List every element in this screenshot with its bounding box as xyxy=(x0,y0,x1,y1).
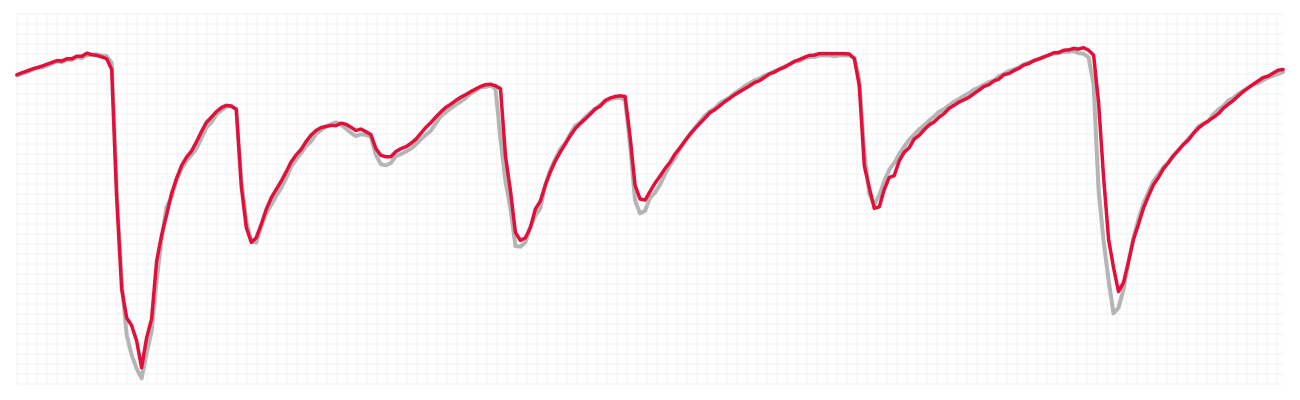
grid xyxy=(16,13,1283,385)
series-line-red xyxy=(15,45,1285,370)
series-group xyxy=(15,45,1285,381)
